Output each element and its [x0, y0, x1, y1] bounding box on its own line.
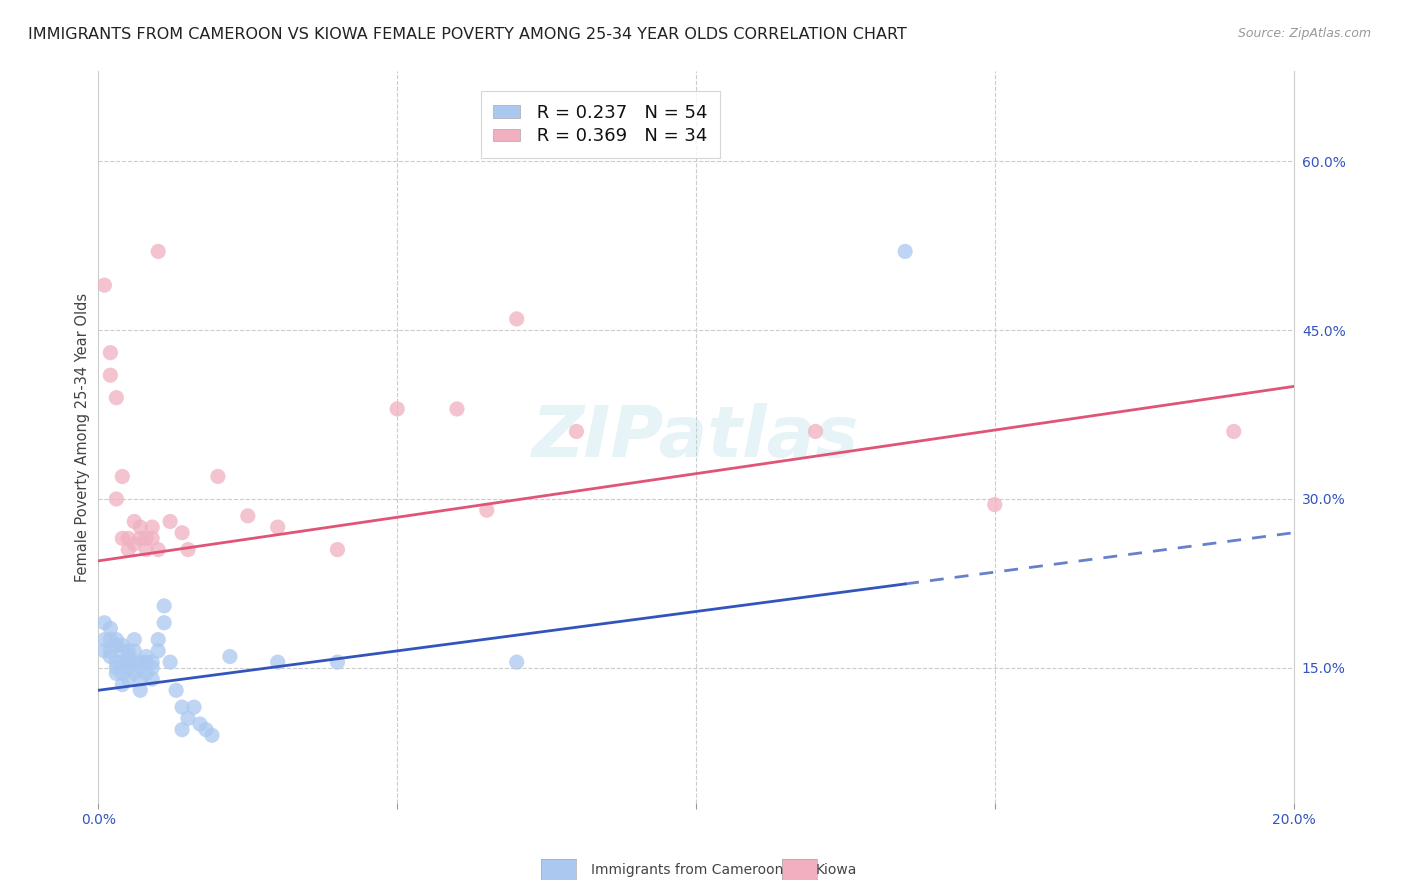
Point [111, 655, 134, 669]
Point [326, 655, 349, 669]
Point [984, 498, 1007, 512]
Point [135, 655, 157, 669]
Point [172, 700, 194, 714]
Y-axis label: Female Poverty Among 25-34 Year Olds: Female Poverty Among 25-34 Year Olds [75, 293, 90, 582]
Point [105, 632, 128, 647]
Point [117, 661, 139, 675]
Point [153, 615, 176, 630]
Point [111, 532, 134, 546]
Point [326, 542, 349, 557]
Point [124, 537, 146, 551]
Point [148, 542, 170, 557]
Point [105, 661, 128, 675]
Point [135, 649, 157, 664]
Point [141, 655, 163, 669]
Point [267, 655, 290, 669]
Point [93, 644, 115, 658]
Point [111, 638, 134, 652]
Point [201, 728, 224, 742]
Point [172, 525, 194, 540]
Point [129, 672, 152, 686]
Point [188, 717, 211, 731]
Point [207, 469, 229, 483]
Point [124, 515, 146, 529]
Point [446, 401, 468, 416]
Point [195, 723, 218, 737]
Point [111, 666, 134, 681]
Point [506, 655, 529, 669]
Point [159, 515, 181, 529]
Point [135, 666, 157, 681]
Point [105, 666, 128, 681]
Point [105, 655, 128, 669]
Point [236, 508, 259, 523]
Point [117, 655, 139, 669]
Point [124, 632, 146, 647]
Point [129, 520, 152, 534]
Point [172, 723, 194, 737]
Point [129, 661, 152, 675]
Legend:  R = 0.237   N = 54,  R = 0.369   N = 34: R = 0.237 N = 54, R = 0.369 N = 34 [481, 91, 720, 158]
Point [129, 532, 152, 546]
Point [267, 520, 290, 534]
Point [124, 644, 146, 658]
Point [506, 312, 529, 326]
Point [153, 599, 176, 613]
Point [117, 532, 139, 546]
Point [177, 542, 200, 557]
Text: Immigrants from Cameroon: Immigrants from Cameroon [591, 863, 783, 877]
Point [148, 244, 170, 259]
Point [385, 401, 409, 416]
Point [117, 542, 139, 557]
Point [141, 672, 163, 686]
Point [93, 615, 115, 630]
Point [129, 683, 152, 698]
Point [135, 542, 157, 557]
Point [93, 632, 115, 647]
Point [148, 632, 170, 647]
Point [129, 655, 152, 669]
Point [111, 644, 134, 658]
Point [475, 503, 498, 517]
Point [98, 649, 122, 664]
Point [1223, 425, 1246, 439]
Text: IMMIGRANTS FROM CAMEROON VS KIOWA FEMALE POVERTY AMONG 25-34 YEAR OLDS CORRELATI: IMMIGRANTS FROM CAMEROON VS KIOWA FEMALE… [28, 27, 907, 42]
Point [148, 644, 170, 658]
Point [894, 244, 917, 259]
Point [98, 644, 122, 658]
Point [141, 520, 163, 534]
Point [117, 649, 139, 664]
Point [111, 678, 134, 692]
Text: ZIPatlas: ZIPatlas [533, 402, 859, 472]
Point [183, 700, 205, 714]
Point [124, 655, 146, 669]
Point [105, 638, 128, 652]
Point [141, 532, 163, 546]
Point [98, 621, 122, 635]
Point [159, 655, 181, 669]
Point [93, 278, 115, 293]
Point [105, 391, 128, 405]
Point [117, 672, 139, 686]
Point [565, 425, 588, 439]
Point [804, 425, 827, 439]
Point [135, 532, 157, 546]
Point [165, 683, 187, 698]
Point [105, 491, 128, 506]
Point [219, 649, 242, 664]
Point [124, 666, 146, 681]
Point [98, 632, 122, 647]
Point [177, 711, 200, 725]
Point [117, 644, 139, 658]
Point [111, 469, 134, 483]
Text: Kiowa: Kiowa [815, 863, 856, 877]
Point [98, 368, 122, 383]
Point [141, 661, 163, 675]
Text: Source: ZipAtlas.com: Source: ZipAtlas.com [1237, 27, 1371, 40]
Point [98, 345, 122, 359]
